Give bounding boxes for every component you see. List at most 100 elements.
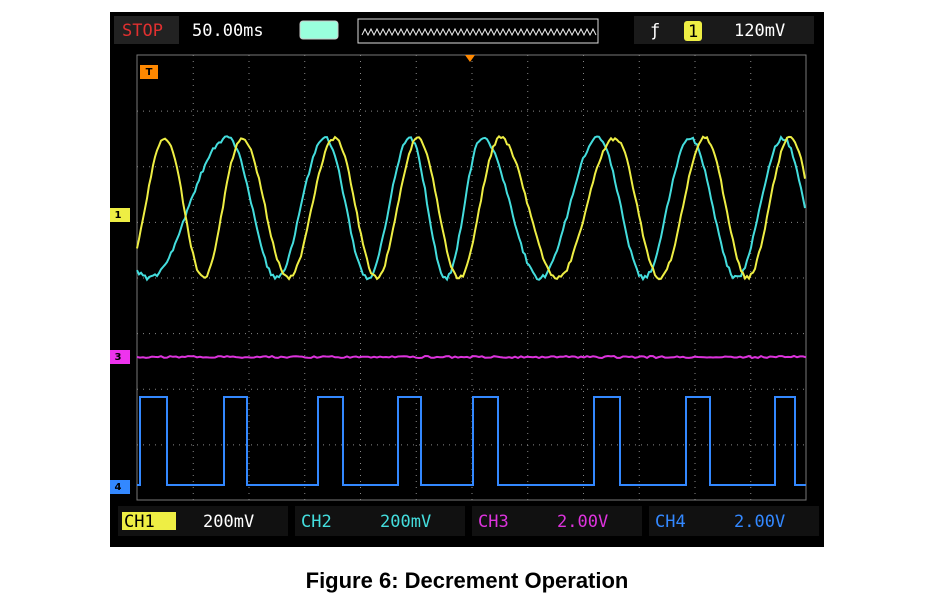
- grid-dot: [545, 166, 546, 167]
- grid-dot: [707, 222, 708, 223]
- grid-dot: [639, 331, 640, 332]
- grid-dot: [416, 349, 417, 350]
- grid-dot: [725, 222, 726, 223]
- grid-dot: [671, 333, 672, 334]
- grid-dot: [473, 166, 474, 167]
- grid-dot: [304, 133, 305, 134]
- grid-dot: [249, 427, 250, 428]
- grid-dot: [155, 222, 156, 223]
- grid-dot: [193, 199, 194, 200]
- grid-dot: [304, 259, 305, 260]
- grid-dot: [304, 61, 305, 62]
- grid-dot: [425, 333, 426, 334]
- grid-dot: [527, 457, 528, 458]
- grid-dot: [539, 333, 540, 334]
- grid-dot: [583, 259, 584, 260]
- grid-dot: [209, 222, 210, 223]
- grid-dot: [583, 325, 584, 326]
- grid-dot: [639, 301, 640, 302]
- grid-dot: [416, 229, 417, 230]
- grid-dot: [677, 111, 678, 112]
- grid-dot: [755, 444, 756, 445]
- grid-dot: [249, 313, 250, 314]
- grid-dot: [599, 278, 600, 279]
- grid-dot: [641, 166, 642, 167]
- grid-dot: [472, 223, 473, 224]
- grid-dot: [611, 278, 612, 279]
- grid-dot: [583, 109, 584, 110]
- ch3-marker: 3: [115, 352, 122, 363]
- grid-dot: [416, 97, 417, 98]
- grid-dot: [360, 421, 361, 422]
- grid-dot: [416, 175, 417, 176]
- grid-dot: [583, 91, 584, 92]
- grid-dot: [360, 253, 361, 254]
- grid-dot: [416, 499, 417, 500]
- grid-dot: [323, 166, 324, 167]
- grid-dot: [249, 229, 250, 230]
- grid-dot: [527, 121, 528, 122]
- grid-dot: [311, 389, 312, 390]
- grid-dot: [617, 333, 618, 334]
- grid-dot: [583, 283, 584, 284]
- grid-dot: [416, 373, 417, 374]
- grid-dot: [695, 145, 696, 146]
- grid-dot: [437, 111, 438, 112]
- grid-dot: [583, 85, 584, 86]
- grid-dot: [431, 444, 432, 445]
- grid-dot: [360, 385, 361, 386]
- grid-dot: [173, 333, 174, 334]
- grid-dot: [249, 283, 250, 284]
- grid-dot: [617, 111, 618, 112]
- grid-dot: [323, 222, 324, 223]
- grid-dot: [416, 109, 417, 110]
- grid-dot: [695, 55, 696, 56]
- grid-dot: [249, 487, 250, 488]
- grid-dot: [479, 333, 480, 334]
- grid-dot: [249, 421, 250, 422]
- grid-dot: [383, 222, 384, 223]
- grid-dot: [583, 403, 584, 404]
- grid-dot: [695, 451, 696, 452]
- grid-dot: [245, 444, 246, 445]
- grid-dot: [472, 61, 473, 62]
- grid-dot: [249, 211, 250, 212]
- grid-dot: [527, 211, 528, 212]
- grid-dot: [479, 389, 480, 390]
- grid-dot: [371, 389, 372, 390]
- grid-dot: [639, 475, 640, 476]
- grid-dot: [311, 278, 312, 279]
- grid-dot: [583, 337, 584, 338]
- grid-dot: [515, 278, 516, 279]
- grid-dot: [797, 333, 798, 334]
- grid-dot: [750, 145, 751, 146]
- grid-dot: [249, 103, 250, 104]
- grid-dot: [472, 349, 473, 350]
- grid-dot: [193, 439, 194, 440]
- grid-dot: [249, 181, 250, 182]
- grid-dot: [360, 391, 361, 392]
- grid-dot: [639, 439, 640, 440]
- grid-dot: [449, 111, 450, 112]
- grid-dot: [773, 444, 774, 445]
- grid-dot: [695, 427, 696, 428]
- grid-dot: [569, 111, 570, 112]
- grid-dot: [443, 166, 444, 167]
- grid-dot: [527, 91, 528, 92]
- grid-dot: [299, 278, 300, 279]
- grid-dot: [750, 73, 751, 74]
- grid-dot: [193, 457, 194, 458]
- grid-dot: [233, 111, 234, 112]
- grid-dot: [695, 367, 696, 368]
- grid-dot: [383, 278, 384, 279]
- grid-dot: [416, 91, 417, 92]
- grid-dot: [639, 469, 640, 470]
- grid-dot: [779, 222, 780, 223]
- grid-dot: [193, 367, 194, 368]
- grid-dot: [155, 444, 156, 445]
- grid-dot: [353, 444, 354, 445]
- grid-dot: [407, 444, 408, 445]
- grid-dot: [599, 389, 600, 390]
- grid-dot: [395, 278, 396, 279]
- grid-dot: [695, 283, 696, 284]
